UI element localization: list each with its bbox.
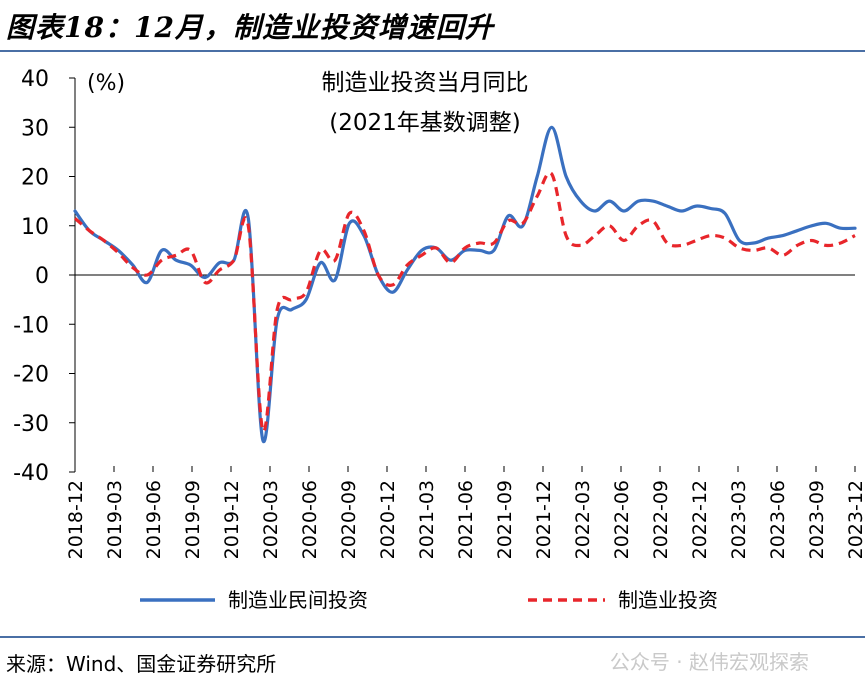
y-tick-label: 40 bbox=[21, 67, 49, 92]
y-unit-label: (%) bbox=[87, 71, 125, 96]
y-tick-label: 0 bbox=[35, 264, 49, 289]
x-tick-label: 2021-09 bbox=[494, 480, 516, 559]
top-rule bbox=[0, 50, 865, 52]
x-tick-label: 2022-03 bbox=[572, 480, 594, 559]
x-tick-label: 2023-12 bbox=[845, 480, 865, 559]
x-tick-label: 2020-03 bbox=[260, 480, 282, 559]
series-line-private-manufacturing bbox=[73, 125, 857, 444]
legend-layer: 制造业民间投资 制造业投资 bbox=[140, 588, 718, 612]
x-tick-label: 2018-12 bbox=[65, 480, 87, 559]
figure-title: 图表18：12月，制造业投资增速回升 bbox=[6, 11, 494, 44]
x-tick-label: 2020-12 bbox=[377, 480, 399, 559]
y-tick-label: -10 bbox=[13, 313, 49, 338]
x-tick-label: 2020-06 bbox=[299, 480, 321, 559]
y-tick-label: 20 bbox=[21, 166, 49, 191]
legend-label: 制造业民间投资 bbox=[228, 588, 368, 612]
series-line-manufacturing bbox=[73, 171, 856, 433]
x-tick-label: 2022-12 bbox=[689, 480, 711, 559]
watermark: 公众号 · 赵伟宏观探索 bbox=[609, 650, 809, 674]
y-tick-label: 10 bbox=[21, 215, 49, 240]
x-tick-label: 2023-06 bbox=[767, 480, 789, 559]
x-tick-label: 2021-03 bbox=[416, 480, 438, 559]
x-tick-label: 2023-09 bbox=[806, 480, 828, 559]
series-layer bbox=[73, 125, 857, 444]
x-tick-label: 2022-06 bbox=[611, 480, 633, 559]
x-tick-label: 2023-03 bbox=[728, 480, 750, 559]
y-tick-label: -40 bbox=[13, 461, 49, 486]
y-tick-label: -30 bbox=[13, 412, 49, 437]
x-tick-label: 2019-06 bbox=[143, 480, 165, 559]
label-layer: 40 30 20 10 0 -10 -20 -30 -40 (%) 制造业投资当月同比 (2021年基… bbox=[13, 67, 865, 559]
x-tick-label: 2019-12 bbox=[221, 480, 243, 559]
x-tick-label: 2022-09 bbox=[650, 480, 672, 559]
x-tick-label: 2021-12 bbox=[533, 480, 555, 559]
bottom-rule bbox=[0, 636, 865, 638]
legend-label: 制造业投资 bbox=[618, 588, 718, 612]
x-tick-label: 2019-09 bbox=[182, 480, 204, 559]
x-tick-label: 2020-09 bbox=[338, 480, 360, 559]
chart-title-line2: (2021年基数调整) bbox=[329, 110, 520, 136]
axes-layer bbox=[69, 77, 856, 473]
x-tick-label: 2021-06 bbox=[455, 480, 477, 559]
x-tick-label: 2019-03 bbox=[104, 480, 126, 559]
chart: 40 30 20 10 0 -10 -20 -30 -40 (%) 制造业投资当月同比 (2021年基… bbox=[13, 67, 865, 612]
source-note: 来源：Wind、国金证券研究所 bbox=[6, 652, 277, 676]
chart-title-line1: 制造业投资当月同比 bbox=[322, 70, 529, 96]
y-tick-label: -20 bbox=[13, 363, 49, 388]
y-tick-label: 30 bbox=[21, 116, 49, 141]
